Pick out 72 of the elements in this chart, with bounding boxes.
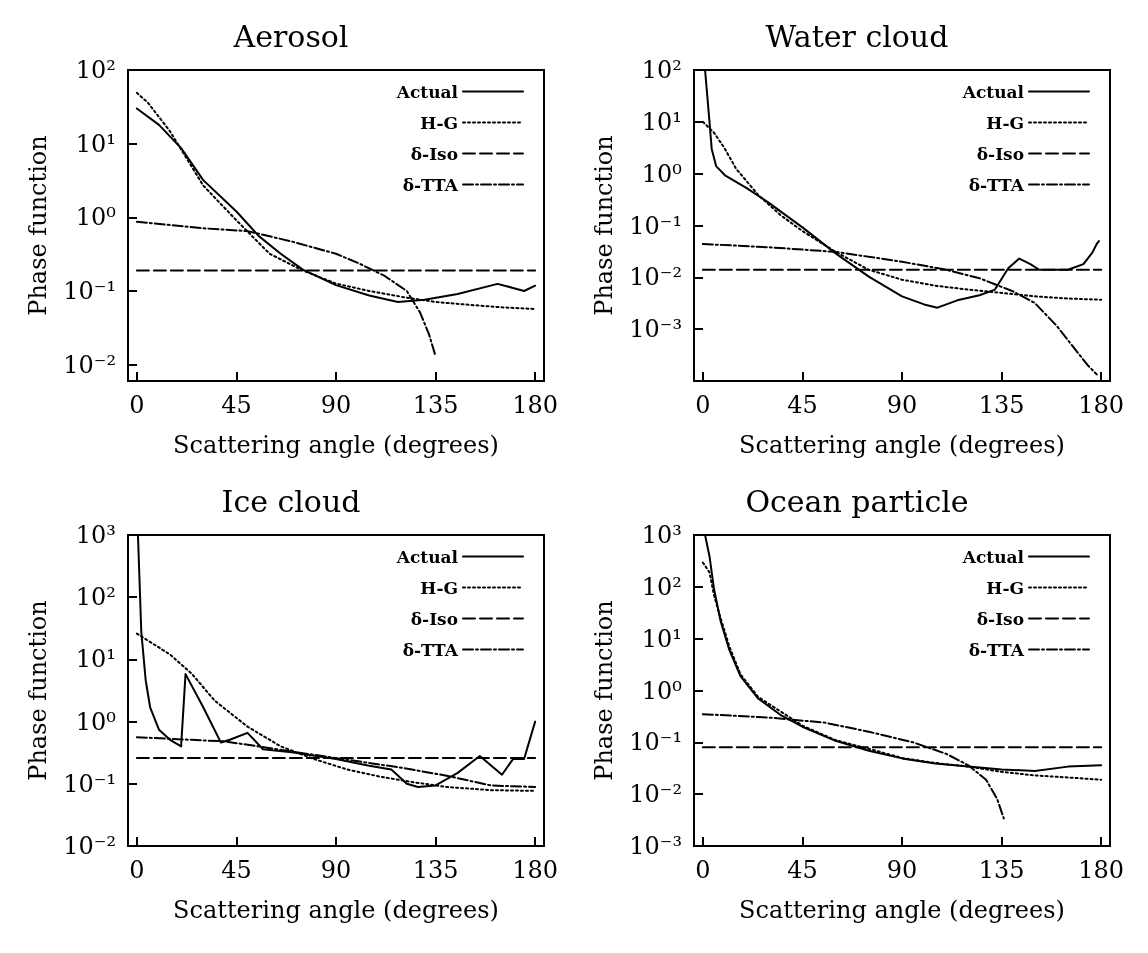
legend-label: δ-TTA — [402, 639, 459, 660]
legend-label: H-G — [420, 112, 458, 133]
y-tick-label: 10¹ — [641, 624, 682, 653]
y-axis-title: Phase function — [24, 135, 52, 316]
y-tick-label: 10¹ — [641, 107, 682, 136]
x-tick-label: 90 — [320, 856, 352, 884]
x-tick-label: 0 — [129, 856, 145, 884]
chart-title: Water cloud — [765, 18, 949, 54]
y-tick-label: 10⁻² — [63, 350, 116, 379]
chart-title: Aerosol — [232, 18, 349, 54]
x-tick-label: 45 — [787, 856, 818, 884]
x-tick-label: 0 — [695, 856, 711, 884]
legend-label: Actual — [395, 546, 459, 567]
legend-label: δ-TTA — [402, 174, 459, 195]
y-tick-label: 10³ — [641, 521, 682, 549]
chart-title: Ocean particle — [745, 483, 969, 519]
x-tick-label: 135 — [412, 856, 459, 884]
y-tick-label: 10² — [641, 572, 682, 601]
x-axis-title: Scattering angle (degrees) — [739, 896, 1065, 924]
y-tick-label: 10⁻¹ — [629, 728, 682, 757]
y-tick-label: 10⁻² — [629, 263, 682, 292]
y-tick-label: 10⁰ — [641, 159, 682, 188]
y-tick-label: 10⁻¹ — [629, 211, 682, 240]
x-tick-label: 90 — [886, 856, 918, 884]
legend-label: δ-Iso — [976, 143, 1024, 164]
legend-label: δ-TTA — [968, 639, 1025, 660]
legend-label: H-G — [420, 577, 458, 598]
legend-label: H-G — [986, 577, 1024, 598]
legend-label: Actual — [961, 81, 1025, 102]
y-tick-label: 10⁻¹ — [63, 769, 116, 798]
y-tick-label: 10⁻² — [629, 780, 682, 809]
x-tick-label: 180 — [512, 391, 559, 419]
x-axis-title: Scattering angle (degrees) — [173, 431, 499, 459]
legend-label: δ-TTA — [968, 174, 1025, 195]
x-tick-label: 45 — [787, 391, 818, 419]
x-tick-label: 180 — [1078, 856, 1125, 884]
x-tick-label: 180 — [1078, 391, 1125, 419]
y-tick-label: 10⁻³ — [629, 315, 682, 344]
y-tick-label: 10² — [75, 583, 116, 612]
x-tick-label: 135 — [978, 856, 1025, 884]
x-tick-label: 90 — [320, 391, 352, 419]
y-tick-label: 10⁰ — [75, 707, 116, 736]
x-tick-label: 0 — [129, 391, 145, 419]
y-tick-label: 10⁻³ — [629, 832, 682, 860]
y-axis-title: Phase function — [24, 600, 52, 781]
chart-title: Ice cloud — [221, 483, 361, 519]
x-tick-label: 135 — [978, 391, 1025, 419]
x-tick-label: 180 — [512, 856, 559, 884]
x-axis-title: Scattering angle (degrees) — [173, 896, 499, 924]
legend-label: δ-Iso — [976, 608, 1024, 629]
y-tick-label: 10¹ — [75, 645, 116, 674]
legend-label: δ-Iso — [410, 143, 458, 164]
y-tick-label: 10¹ — [75, 129, 116, 158]
y-tick-label: 10⁰ — [641, 676, 682, 705]
x-tick-label: 45 — [221, 856, 252, 884]
y-tick-label: 10² — [75, 56, 116, 84]
x-tick-label: 135 — [412, 391, 459, 419]
x-tick-label: 90 — [886, 391, 918, 419]
legend-label: Actual — [961, 546, 1025, 567]
legend-label: H-G — [986, 112, 1024, 133]
legend-label: Actual — [395, 81, 459, 102]
legend-label: δ-Iso — [410, 608, 458, 629]
y-tick-label: 10⁻² — [63, 832, 116, 860]
x-axis-title: Scattering angle (degrees) — [739, 431, 1065, 459]
y-tick-label: 10⁻¹ — [63, 276, 116, 305]
y-tick-label: 10⁰ — [75, 203, 116, 232]
y-tick-label: 10³ — [75, 521, 116, 549]
x-tick-label: 45 — [221, 391, 252, 419]
x-tick-label: 0 — [695, 391, 711, 419]
y-axis-title: Phase function — [590, 600, 618, 781]
y-axis-title: Phase function — [590, 135, 618, 316]
y-tick-label: 10² — [641, 56, 682, 84]
